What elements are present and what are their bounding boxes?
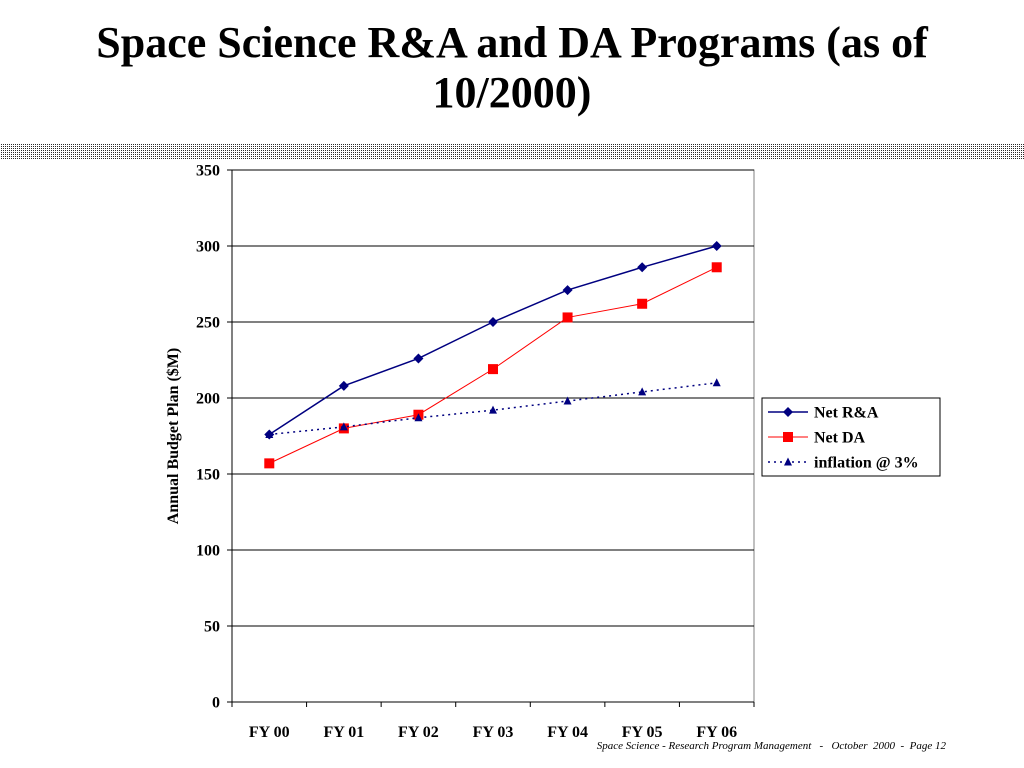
x-tick-label: FY 03: [473, 724, 514, 741]
legend-marker: [783, 432, 793, 442]
y-axis-title: Annual Budget Plan ($M): [165, 348, 182, 524]
x-tick-label: FY 05: [622, 724, 663, 741]
x-tick-label: FY 00: [249, 724, 290, 741]
x-tick-label: FY 06: [696, 724, 737, 741]
data-point: [711, 241, 722, 251]
data-point: [638, 387, 647, 396]
slide-footer: Space Science - Research Program Managem…: [596, 740, 946, 752]
legend-label: Net R&A: [814, 405, 879, 422]
x-tick-label: FY 04: [547, 724, 588, 741]
y-tick-label: 100: [196, 543, 220, 560]
legend-marker: [784, 457, 792, 466]
data-point: [488, 364, 498, 375]
data-point: [637, 262, 648, 273]
legend-item: inflation @ 3%: [768, 455, 919, 472]
data-point: [413, 353, 424, 364]
data-point: [562, 312, 573, 323]
data-point: [562, 285, 573, 296]
data-point: [637, 298, 648, 309]
legend-label: Net DA: [814, 430, 866, 447]
x-tick-label: FY 01: [323, 724, 364, 741]
y-tick-label: 200: [196, 391, 220, 408]
legend: Net R&A Net DA inflation @ 3%: [761, 397, 941, 477]
legend-marker: [783, 407, 793, 417]
legend-label: inflation @ 3%: [814, 455, 919, 472]
data-point: [264, 458, 275, 469]
data-point: [265, 429, 274, 438]
legend-item: Net R&A: [768, 405, 879, 422]
y-tick-label: 250: [196, 315, 220, 332]
series-inflation-3: [265, 378, 721, 438]
data-point: [563, 396, 572, 405]
data-point: [488, 317, 498, 327]
data-point: [338, 380, 349, 391]
data-point: [712, 378, 721, 387]
y-tick-label: 0: [212, 695, 220, 712]
y-tick-label: 300: [196, 239, 220, 256]
legend-item: Net DA: [768, 430, 866, 447]
title-divider: [0, 144, 1024, 160]
series-net-r-a: [264, 241, 722, 440]
data-point: [489, 405, 497, 414]
slide-title: Space Science R&A and DA Programs (as of…: [96, 18, 928, 117]
data-point: [414, 413, 423, 422]
data-point: [339, 422, 348, 431]
y-tick-label: 350: [196, 163, 220, 180]
plot-area: [231, 169, 755, 703]
y-tick-label: 50: [204, 619, 220, 636]
x-tick-label: FY 02: [398, 724, 439, 741]
data-point: [711, 262, 722, 273]
y-tick-label: 150: [196, 467, 220, 484]
